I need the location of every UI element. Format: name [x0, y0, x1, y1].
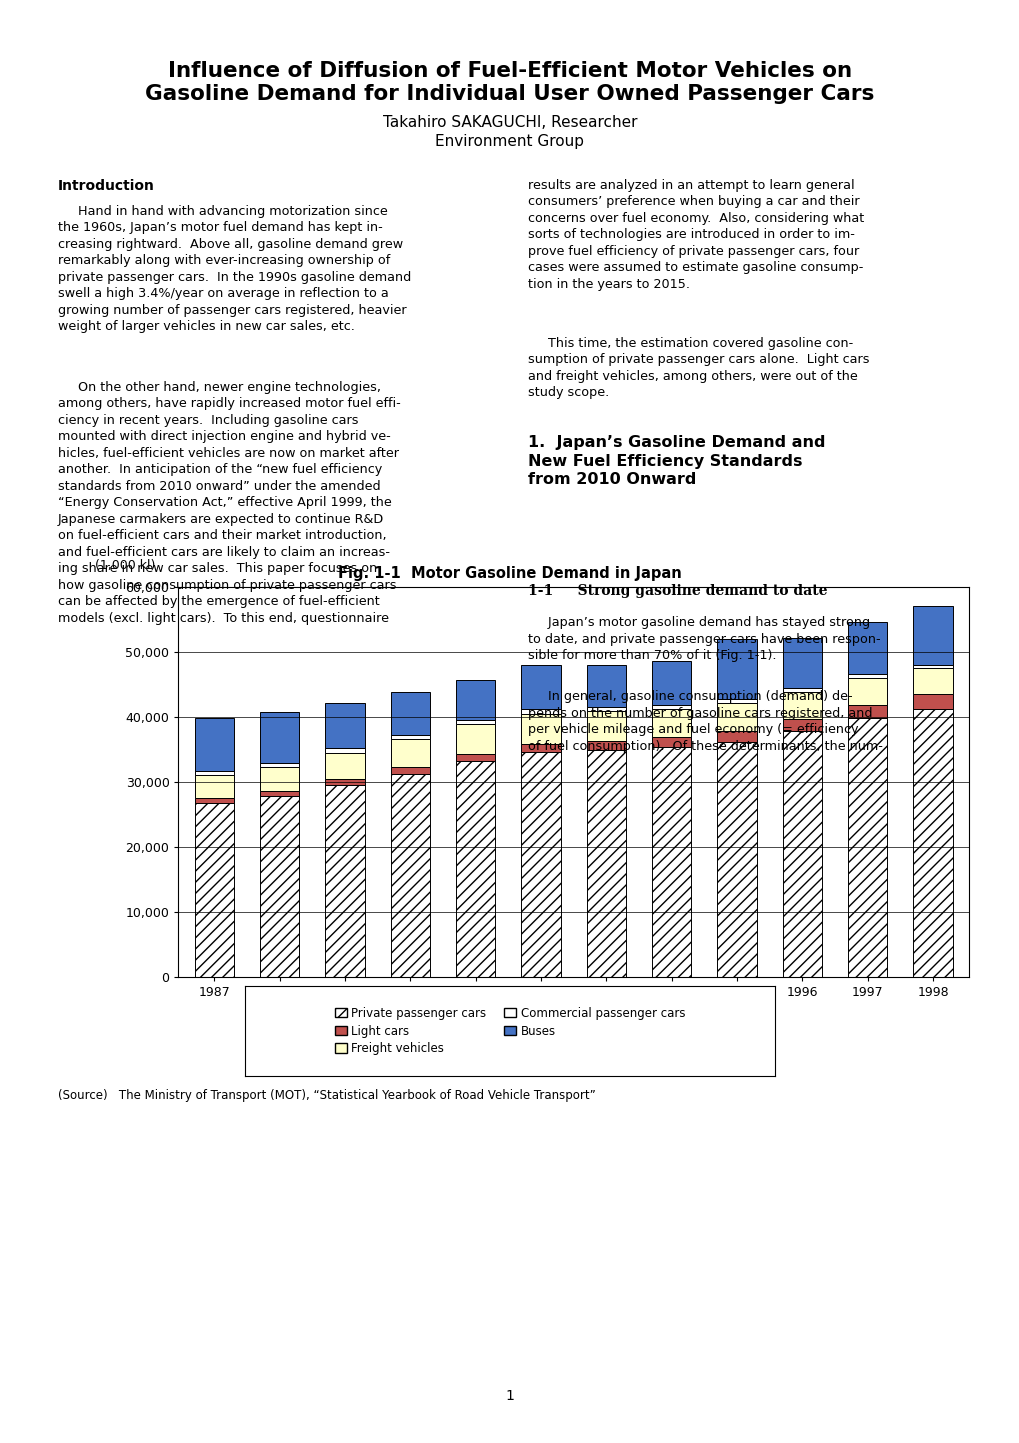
Bar [586, 711, 626, 740]
Bar [195, 775, 233, 798]
Bar [325, 753, 365, 779]
Bar [260, 711, 299, 762]
Bar [651, 709, 691, 737]
Bar [260, 766, 299, 791]
Bar [716, 698, 756, 703]
Text: On the other hand, newer engine technologies,
among others, have rapidly increas: On the other hand, newer engine technolo… [58, 381, 400, 625]
Bar [521, 710, 560, 714]
Legend: Private passenger cars, Light cars, Freight vehicles, Commercial passenger cars,: Private passenger cars, Light cars, Frei… [328, 1001, 691, 1061]
Bar [521, 665, 560, 710]
Bar [913, 710, 952, 977]
Bar [260, 797, 299, 977]
Bar [390, 768, 430, 775]
Bar [195, 798, 233, 802]
Bar [651, 747, 691, 977]
Text: results are analyzed in an attempt to learn general
consumers’ preference when b: results are analyzed in an attempt to le… [528, 179, 864, 291]
Text: Hand in hand with advancing motorization since
the 1960s, Japan’s motor fuel dem: Hand in hand with advancing motorization… [58, 205, 411, 333]
Text: Japan’s motor gasoline demand has stayed strong
to date, and private passenger c: Japan’s motor gasoline demand has stayed… [528, 616, 880, 662]
Bar [586, 740, 626, 750]
Bar [913, 668, 952, 694]
Bar [848, 622, 887, 674]
Text: Gasoline Demand for Individual User Owned Passenger Cars: Gasoline Demand for Individual User Owne… [145, 84, 874, 104]
Bar [848, 678, 887, 704]
Bar [651, 704, 691, 709]
Bar [716, 703, 756, 730]
Bar [848, 674, 887, 678]
Text: Takahiro SAKAGUCHI, Researcher: Takahiro SAKAGUCHI, Researcher [382, 115, 637, 130]
Text: (1,000 kl): (1,000 kl) [96, 558, 156, 571]
Text: (FY): (FY) [560, 1048, 586, 1061]
Bar [455, 680, 495, 720]
Bar [455, 753, 495, 762]
Bar [848, 704, 887, 719]
Bar [325, 749, 365, 753]
Bar [260, 762, 299, 766]
Text: Influence of Diffusion of Fuel-Efficient Motor Vehicles on: Influence of Diffusion of Fuel-Efficient… [168, 61, 851, 81]
Bar [260, 791, 299, 797]
Bar [325, 703, 365, 749]
Bar [913, 665, 952, 668]
Bar [325, 779, 365, 785]
Bar [716, 730, 756, 742]
Bar [782, 688, 821, 691]
Bar [586, 665, 626, 707]
Bar [455, 762, 495, 977]
Bar [651, 737, 691, 747]
Bar [586, 750, 626, 977]
Bar [782, 719, 821, 732]
Bar [521, 714, 560, 743]
Text: Introduction: Introduction [58, 179, 155, 193]
Text: 1-1     Strong gasoline demand to date: 1-1 Strong gasoline demand to date [528, 584, 827, 599]
Bar [521, 752, 560, 977]
Bar [848, 719, 887, 977]
Bar [390, 693, 430, 734]
Text: Fig. 1-1  Motor Gasoline Demand in Japan: Fig. 1-1 Motor Gasoline Demand in Japan [337, 566, 682, 580]
Bar [913, 694, 952, 710]
Bar [390, 739, 430, 768]
Text: In general, gasoline consumption (demand) de-
pends on the number of gasoline ca: In general, gasoline consumption (demand… [528, 691, 882, 753]
Text: 1.  Japan’s Gasoline Demand and
New Fuel Efficiency Standards
from 2010 Onward: 1. Japan’s Gasoline Demand and New Fuel … [528, 436, 825, 488]
Bar [390, 734, 430, 739]
Bar [913, 606, 952, 665]
Bar [782, 691, 821, 719]
Bar [195, 802, 233, 977]
Bar [716, 639, 756, 698]
Bar [195, 717, 233, 771]
Bar [521, 743, 560, 752]
Bar [586, 707, 626, 711]
Bar [390, 775, 430, 977]
Bar [195, 771, 233, 775]
Bar [782, 638, 821, 688]
Bar [651, 661, 691, 704]
Bar [782, 732, 821, 977]
Text: This time, the estimation covered gasoline con-
sumption of private passenger ca: This time, the estimation covered gasoli… [528, 338, 869, 400]
Bar [325, 785, 365, 977]
Text: 1: 1 [505, 1388, 514, 1403]
Bar [716, 742, 756, 977]
Text: Environment Group: Environment Group [435, 134, 584, 149]
Text: (Source)   The Ministry of Transport (MOT), “Statistical Yearbook of Road Vehicl: (Source) The Ministry of Transport (MOT)… [58, 1089, 595, 1102]
Bar [455, 724, 495, 753]
Bar [455, 720, 495, 724]
